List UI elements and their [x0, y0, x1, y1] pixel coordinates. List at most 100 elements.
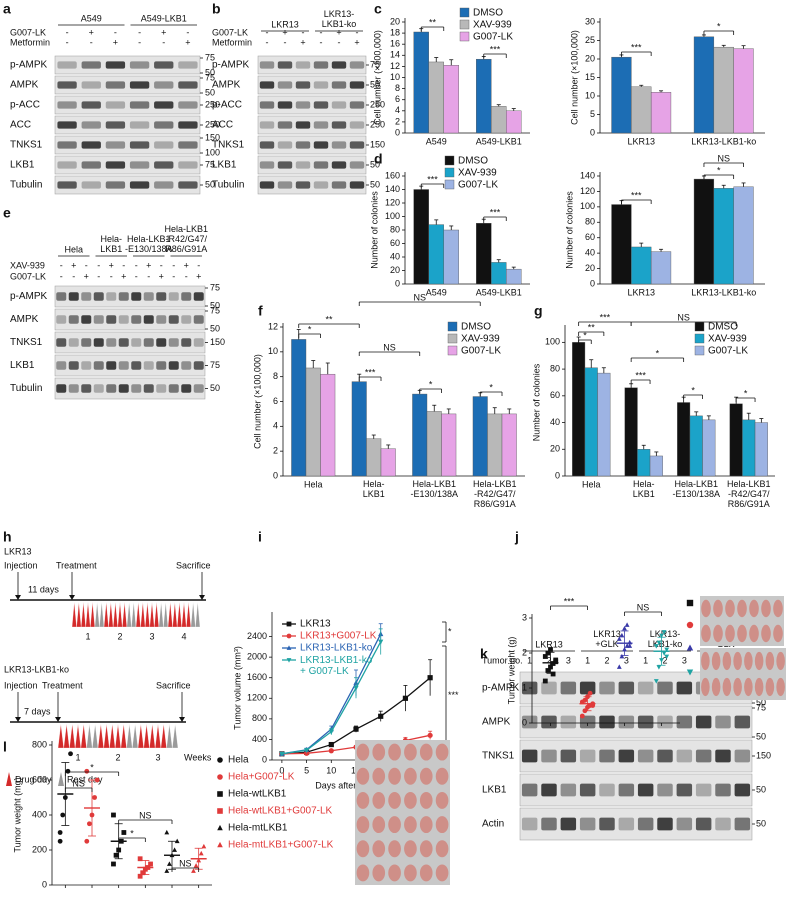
bar	[677, 402, 691, 477]
band	[118, 315, 129, 324]
marker	[661, 651, 667, 656]
size-marker: 150	[370, 139, 385, 149]
band	[143, 315, 154, 324]
bar	[428, 61, 444, 134]
band	[81, 315, 92, 324]
significance: *	[744, 388, 748, 398]
band	[56, 292, 67, 301]
marker	[656, 640, 662, 646]
lane-sign: -	[186, 27, 189, 37]
day-triangle	[140, 601, 146, 628]
photo-tumor	[744, 677, 753, 697]
marker	[548, 647, 553, 652]
band	[734, 749, 751, 763]
band	[154, 121, 174, 129]
photo-tumor	[761, 624, 771, 643]
photo-tumor	[404, 767, 417, 785]
band	[331, 121, 347, 129]
band	[57, 181, 77, 189]
band	[118, 338, 129, 347]
treatment-label: G007-LK	[10, 27, 46, 37]
bar	[733, 186, 754, 285]
treatment-label: Metformin	[10, 37, 50, 47]
band	[193, 315, 204, 324]
day-triangle	[186, 601, 192, 628]
band	[105, 61, 126, 69]
arrow-head	[199, 595, 205, 600]
y-tick-label: 2	[522, 647, 527, 657]
band	[313, 121, 329, 129]
marker	[328, 741, 334, 748]
band	[734, 715, 751, 729]
bar	[733, 48, 754, 134]
band	[57, 121, 77, 129]
photo-tumor	[773, 599, 783, 618]
photo-tumor	[388, 743, 401, 761]
day-triangle	[132, 723, 139, 749]
band	[331, 141, 347, 149]
band	[349, 101, 365, 109]
text-line: R86/G91A	[474, 499, 516, 509]
panel-letter: j	[514, 529, 519, 545]
lane-sign: -	[90, 37, 93, 47]
group-label: A549-LKB1	[141, 13, 187, 23]
lane-sign: 3	[682, 655, 687, 665]
y-tick-label: 40	[550, 417, 560, 427]
bar	[412, 393, 428, 477]
size-marker: 75	[210, 282, 220, 292]
band	[599, 783, 615, 797]
marker	[616, 664, 622, 669]
band	[129, 181, 150, 189]
photo-tumor	[701, 677, 710, 697]
day-triangle	[135, 601, 141, 628]
lane-sign: -	[138, 37, 141, 47]
band	[143, 292, 154, 301]
marker	[140, 870, 146, 876]
band	[349, 161, 365, 169]
band	[349, 141, 365, 149]
panel-letter: e	[3, 205, 11, 221]
y-tick-label: 12	[268, 321, 278, 331]
photo-tumor	[733, 651, 742, 671]
arrow-head	[179, 717, 185, 722]
day-triangle	[114, 723, 122, 749]
band	[93, 315, 104, 324]
size-marker: 150	[205, 132, 220, 142]
band	[193, 338, 204, 347]
band	[734, 783, 751, 797]
marker	[111, 812, 116, 818]
photo-tumor	[749, 624, 759, 643]
row-label: p-AMPK	[10, 60, 48, 71]
lane-sign: +	[113, 37, 118, 47]
size-marker: 50	[205, 87, 215, 97]
band	[143, 384, 154, 393]
marker	[686, 599, 694, 607]
marker	[198, 850, 204, 856]
x-tick-label: A549	[426, 287, 447, 297]
lane-sign: -	[160, 260, 163, 270]
photo-tumor	[744, 651, 753, 671]
marker	[328, 748, 334, 754]
band	[259, 101, 275, 109]
day-triangle	[76, 601, 82, 628]
lane-sign: -	[338, 37, 341, 47]
significance: *	[429, 379, 433, 389]
band	[259, 181, 275, 189]
lane-sign: -	[172, 271, 175, 281]
row-label: AMPK	[10, 314, 39, 325]
lane-sign: +	[146, 260, 151, 270]
week-label: 1	[85, 631, 90, 641]
marker	[167, 861, 172, 866]
band	[618, 715, 635, 729]
significance: **	[429, 17, 437, 27]
bar	[305, 367, 321, 477]
significance: **	[325, 314, 333, 324]
y-tick-label: 40	[390, 251, 400, 261]
marker	[686, 669, 694, 676]
band	[105, 161, 126, 169]
row-label: AMPK	[212, 80, 241, 91]
treatment-label: Metformin	[212, 37, 252, 47]
band	[331, 101, 347, 109]
y-tick-label: 10	[585, 90, 595, 100]
significance: *	[583, 330, 587, 340]
